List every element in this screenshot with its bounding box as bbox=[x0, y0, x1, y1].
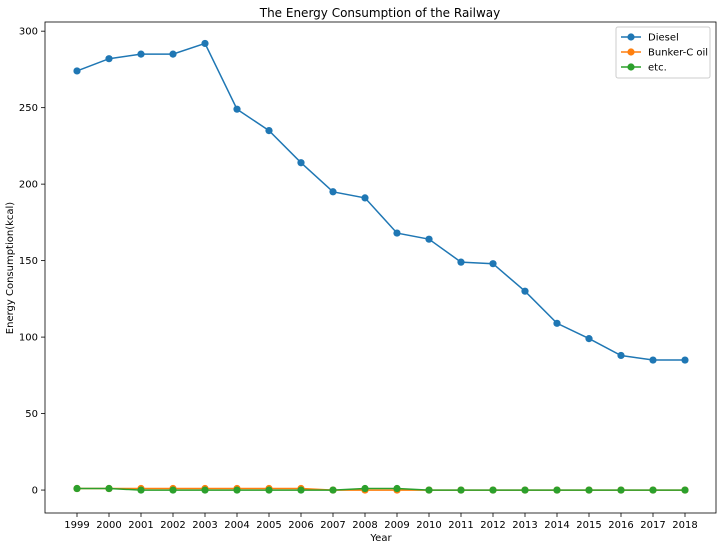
x-tick-label: 2009 bbox=[384, 520, 409, 531]
data-point bbox=[457, 486, 465, 494]
y-tick-label: 300 bbox=[19, 27, 38, 38]
legend: Diesel Bunker-C oil etc. bbox=[615, 26, 711, 79]
legend-swatch-marker bbox=[627, 48, 635, 56]
data-point bbox=[489, 260, 497, 268]
data-point bbox=[681, 486, 689, 494]
x-tick-label: 2010 bbox=[416, 520, 441, 531]
data-point bbox=[169, 50, 177, 58]
x-axis-label: Year bbox=[369, 533, 392, 544]
data-point bbox=[617, 351, 625, 360]
data-point bbox=[521, 287, 529, 295]
x-tick-label: 2008 bbox=[352, 520, 377, 531]
x-tick-label: 2018 bbox=[672, 520, 697, 531]
data-point bbox=[233, 486, 241, 494]
x-tick-label: 2004 bbox=[224, 520, 249, 531]
data-point bbox=[617, 486, 625, 494]
data-point bbox=[585, 486, 593, 494]
legend-box bbox=[615, 26, 711, 79]
x-tick-label: 2007 bbox=[320, 520, 345, 531]
series-bunker-c-oil bbox=[73, 484, 689, 494]
legend-label: Diesel bbox=[648, 33, 679, 44]
data-point bbox=[297, 159, 305, 167]
data-point bbox=[681, 356, 689, 364]
data-point bbox=[361, 194, 369, 202]
chart-title: The Energy Consumption of the Railway bbox=[259, 6, 501, 20]
data-point bbox=[329, 188, 337, 196]
y-tick-label: 0 bbox=[32, 486, 38, 497]
data-point bbox=[201, 39, 209, 48]
data-point bbox=[329, 486, 337, 494]
series-etc bbox=[73, 484, 689, 494]
x-tick-label: 2001 bbox=[128, 520, 153, 531]
y-tick-label: 200 bbox=[19, 180, 38, 191]
data-point bbox=[521, 486, 529, 494]
data-point bbox=[425, 235, 433, 243]
data-point bbox=[649, 486, 657, 494]
x-tick-label: 2006 bbox=[288, 520, 313, 531]
data-point bbox=[233, 105, 241, 113]
legend-label: etc. bbox=[648, 63, 667, 74]
data-point bbox=[489, 486, 497, 494]
x-tick-label: 2011 bbox=[448, 520, 473, 531]
x-tick-label: 2012 bbox=[480, 520, 505, 531]
data-point bbox=[137, 50, 145, 58]
data-point bbox=[649, 356, 657, 364]
x-tick-label: 2003 bbox=[192, 520, 217, 531]
x-tick-label: 2014 bbox=[544, 520, 569, 531]
legend-label: Bunker-C oil bbox=[648, 48, 708, 59]
data-point bbox=[265, 486, 273, 494]
data-point bbox=[201, 486, 209, 494]
data-point bbox=[73, 484, 81, 493]
data-point bbox=[73, 67, 81, 75]
data-point bbox=[169, 486, 177, 494]
series-line bbox=[77, 487, 685, 491]
data-point bbox=[393, 484, 401, 493]
data-point bbox=[585, 335, 593, 343]
x-tick-label: 2015 bbox=[576, 520, 601, 531]
x-tick-label: 2013 bbox=[512, 520, 537, 531]
x-axis: 1999 2000 2001 2002 2003 2004 2005 2006 2007 2008… bbox=[64, 513, 698, 531]
y-tick-label: 50 bbox=[25, 409, 38, 420]
data-point bbox=[457, 258, 465, 266]
data-point bbox=[553, 319, 561, 327]
y-tick-label: 250 bbox=[19, 103, 38, 114]
data-point bbox=[393, 229, 401, 237]
y-tick-label: 100 bbox=[19, 333, 38, 344]
data-point bbox=[297, 486, 305, 494]
y-axis-label: Energy Consumption(kcal) bbox=[5, 202, 16, 335]
data-point bbox=[137, 486, 145, 494]
x-tick-label: 2000 bbox=[96, 520, 121, 531]
series-line bbox=[76, 42, 685, 361]
data-point bbox=[553, 486, 561, 494]
y-axis: 0 50 100 150 200 250 300 bbox=[19, 27, 45, 497]
plot-frame bbox=[44, 21, 717, 514]
data-point bbox=[105, 484, 113, 493]
x-tick-label: 2002 bbox=[160, 520, 185, 531]
x-tick-label: 1999 bbox=[64, 520, 89, 531]
data-point bbox=[361, 484, 369, 493]
x-tick-label: 2016 bbox=[608, 520, 633, 531]
legend-swatch-marker bbox=[627, 33, 635, 41]
legend-swatch-marker bbox=[627, 63, 635, 71]
series-layer bbox=[73, 39, 689, 494]
data-point bbox=[265, 127, 273, 135]
x-tick-label: 2005 bbox=[256, 520, 281, 531]
data-point bbox=[425, 486, 433, 494]
y-tick-label: 150 bbox=[19, 256, 38, 267]
data-point bbox=[105, 55, 113, 63]
x-tick-label: 2017 bbox=[640, 520, 665, 531]
series-diesel bbox=[73, 39, 689, 364]
